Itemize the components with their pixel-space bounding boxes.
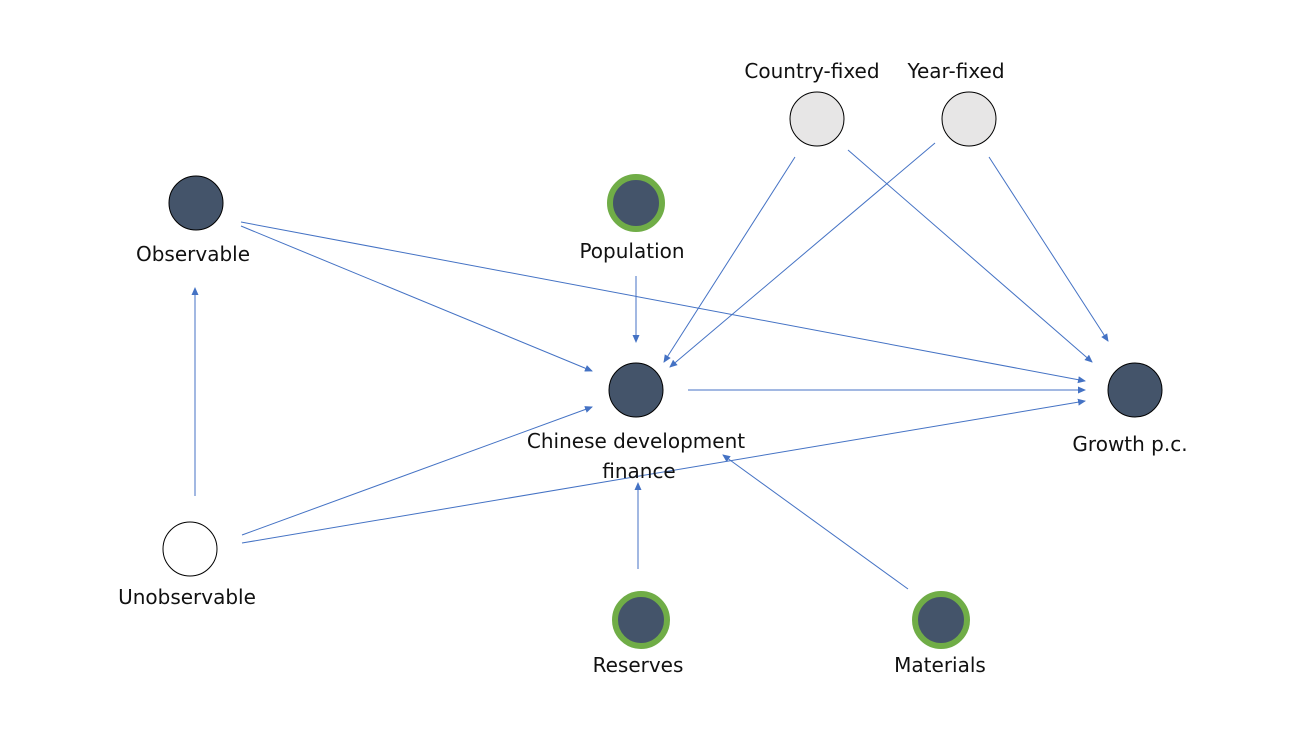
edge-unobservable-to-growth [241, 398, 1086, 544]
edge-country-fixed-to-cdf [663, 156, 796, 363]
node-year-fixed [941, 91, 997, 147]
node-materials [912, 591, 970, 649]
node-observable [168, 175, 224, 231]
node-reserves [612, 591, 670, 649]
label-materials: Materials [894, 653, 986, 677]
label-reserves: Reserves [593, 653, 684, 677]
label-unobservable: Unobservable [118, 585, 256, 609]
node-population [607, 174, 665, 232]
edge-unobservable-to-cdf [241, 406, 593, 536]
label-growth: Growth p.c. [1072, 432, 1187, 456]
node-country-fixed [789, 91, 845, 147]
label-year-fixed: Year-fixed [906, 59, 1004, 83]
label-cdf-line1: Chinese development [527, 429, 745, 453]
node-unobservable [162, 521, 218, 577]
edge-observable-to-cdf [240, 225, 593, 372]
node-growth [1107, 362, 1163, 418]
label-cdf-line2: finance [602, 459, 676, 483]
edge-country-fixed-to-growth [847, 149, 1093, 363]
label-population: Population [579, 239, 684, 263]
edges [191, 142, 1109, 590]
node-cdf [608, 362, 664, 418]
edge-materials-to-cdf [722, 454, 909, 590]
edge-year-fixed-to-cdf [669, 142, 936, 368]
nodes [162, 91, 1163, 649]
label-country-fixed: Country-fixed [744, 59, 879, 83]
edge-observable-to-growth [240, 221, 1086, 384]
labels: Observable Unobservable Population Chine… [118, 59, 1188, 677]
edge-year-fixed-to-growth [988, 156, 1109, 342]
label-observable: Observable [136, 242, 250, 266]
